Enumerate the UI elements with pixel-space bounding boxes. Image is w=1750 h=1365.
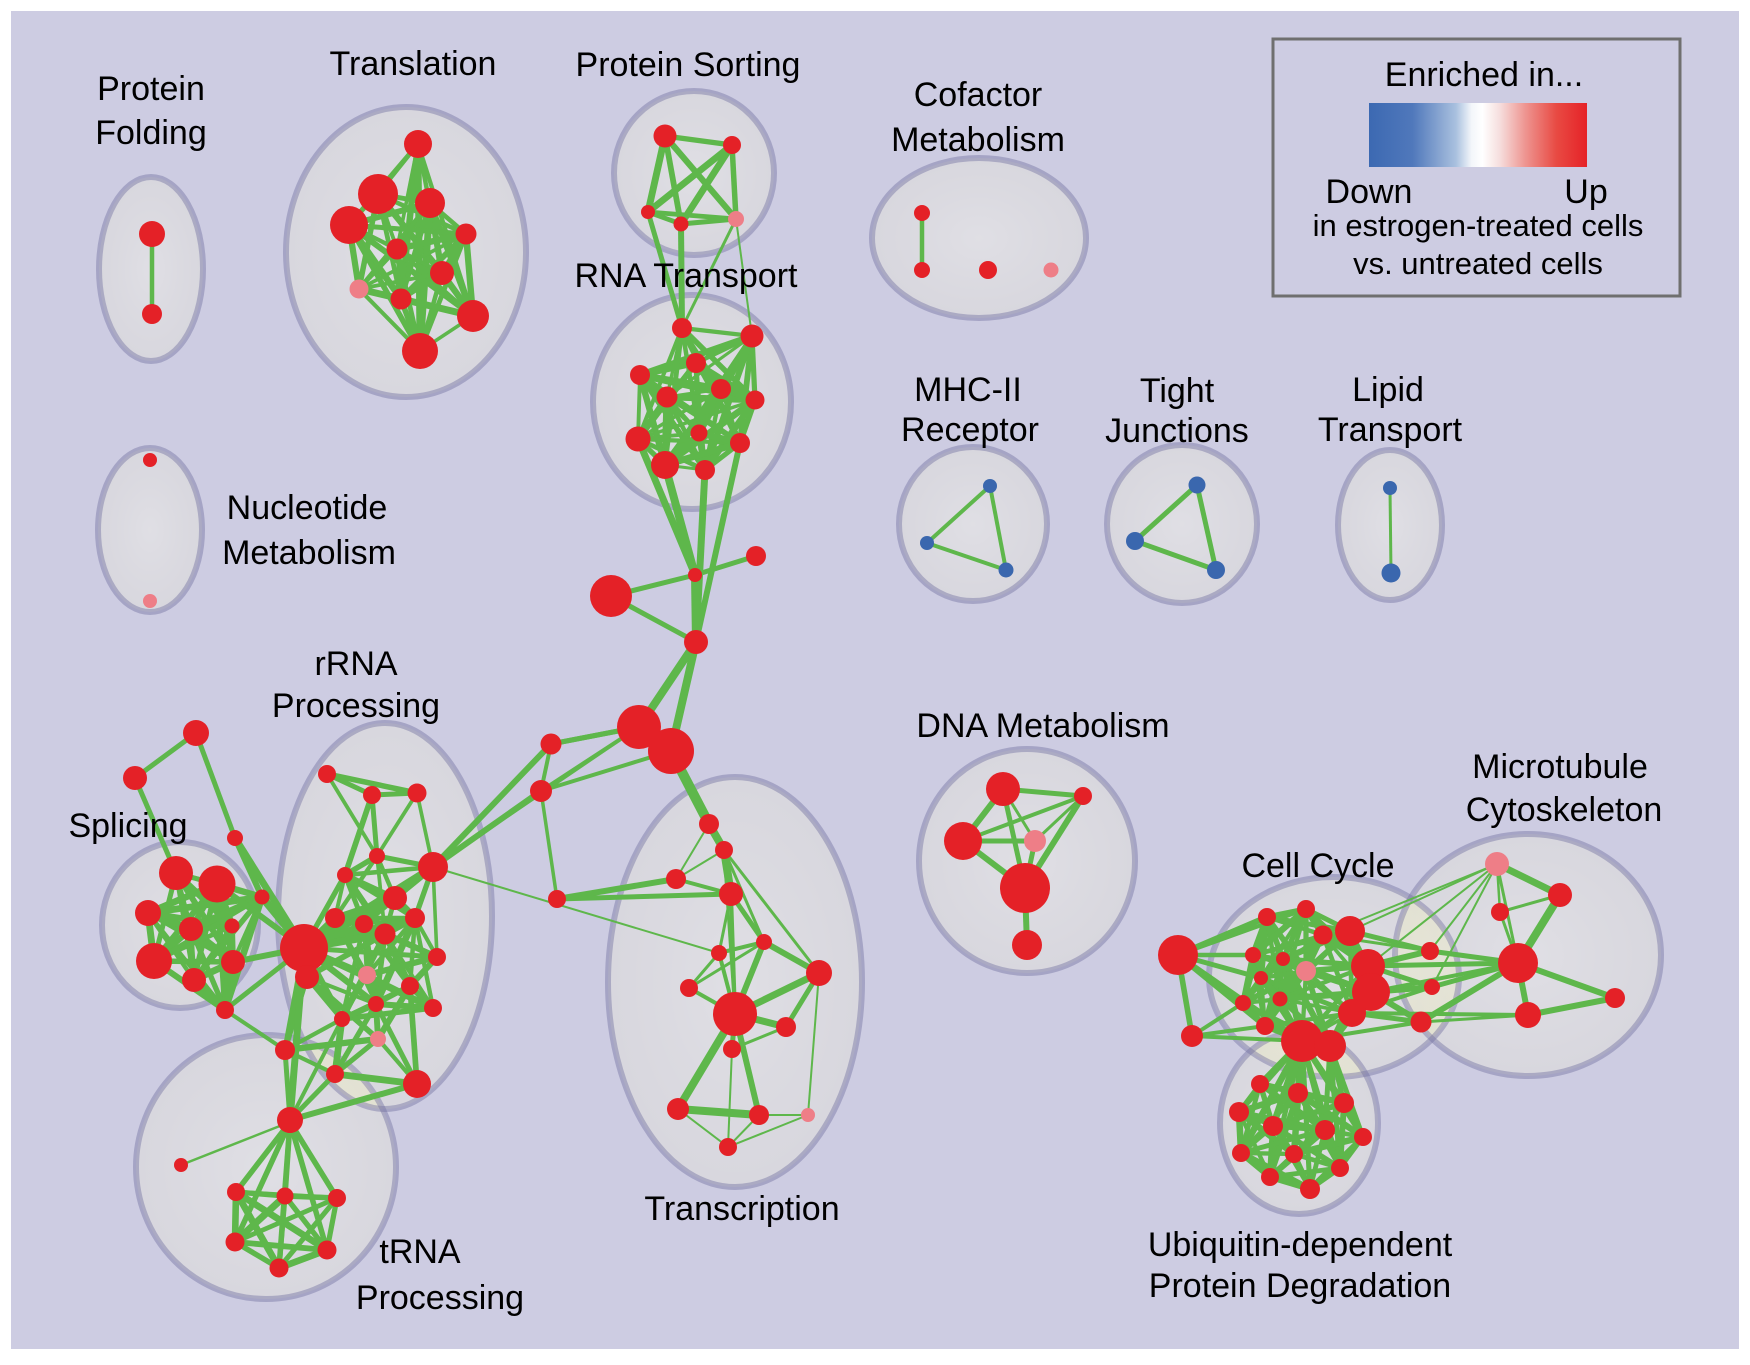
svg-text:Processing: Processing (356, 1279, 524, 1317)
svg-text:Metabolism: Metabolism (222, 534, 396, 572)
svg-text:Cytoskeleton: Cytoskeleton (1466, 791, 1663, 829)
svg-text:Nucleotide: Nucleotide (227, 489, 388, 527)
svg-text:vs. untreated cells: vs. untreated cells (1353, 246, 1603, 281)
svg-text:Junctions: Junctions (1105, 412, 1249, 450)
svg-text:Transport: Transport (1318, 411, 1463, 449)
svg-text:MHC-II: MHC-II (914, 371, 1022, 409)
svg-text:Transcription: Transcription (644, 1190, 839, 1228)
svg-text:Splicing: Splicing (68, 807, 187, 845)
svg-text:Folding: Folding (95, 114, 207, 152)
svg-text:Cofactor: Cofactor (914, 76, 1043, 114)
svg-text:tRNA: tRNA (379, 1233, 461, 1271)
svg-text:DNA Metabolism: DNA Metabolism (916, 707, 1169, 745)
svg-text:Translation: Translation (330, 45, 497, 83)
svg-text:Microtubule: Microtubule (1472, 748, 1648, 786)
svg-text:Metabolism: Metabolism (891, 121, 1065, 159)
svg-text:Lipid: Lipid (1352, 371, 1424, 409)
svg-text:Up: Up (1564, 173, 1607, 211)
svg-text:Ubiquitin-dependent: Ubiquitin-dependent (1148, 1226, 1453, 1264)
svg-text:Receptor: Receptor (901, 411, 1039, 449)
svg-text:rRNA: rRNA (314, 645, 397, 683)
svg-text:Processing: Processing (272, 687, 440, 725)
svg-text:Protein: Protein (97, 70, 205, 108)
svg-text:Tight: Tight (1140, 372, 1215, 410)
svg-text:Protein Degradation: Protein Degradation (1149, 1267, 1451, 1305)
svg-text:Down: Down (1326, 173, 1413, 211)
svg-text:Cell Cycle: Cell Cycle (1241, 847, 1394, 885)
svg-text:in estrogen-treated cells: in estrogen-treated cells (1313, 208, 1644, 243)
svg-text:Enriched in...: Enriched in... (1385, 56, 1583, 94)
svg-text:Protein Sorting: Protein Sorting (576, 46, 801, 84)
svg-text:RNA Transport: RNA Transport (575, 257, 799, 295)
